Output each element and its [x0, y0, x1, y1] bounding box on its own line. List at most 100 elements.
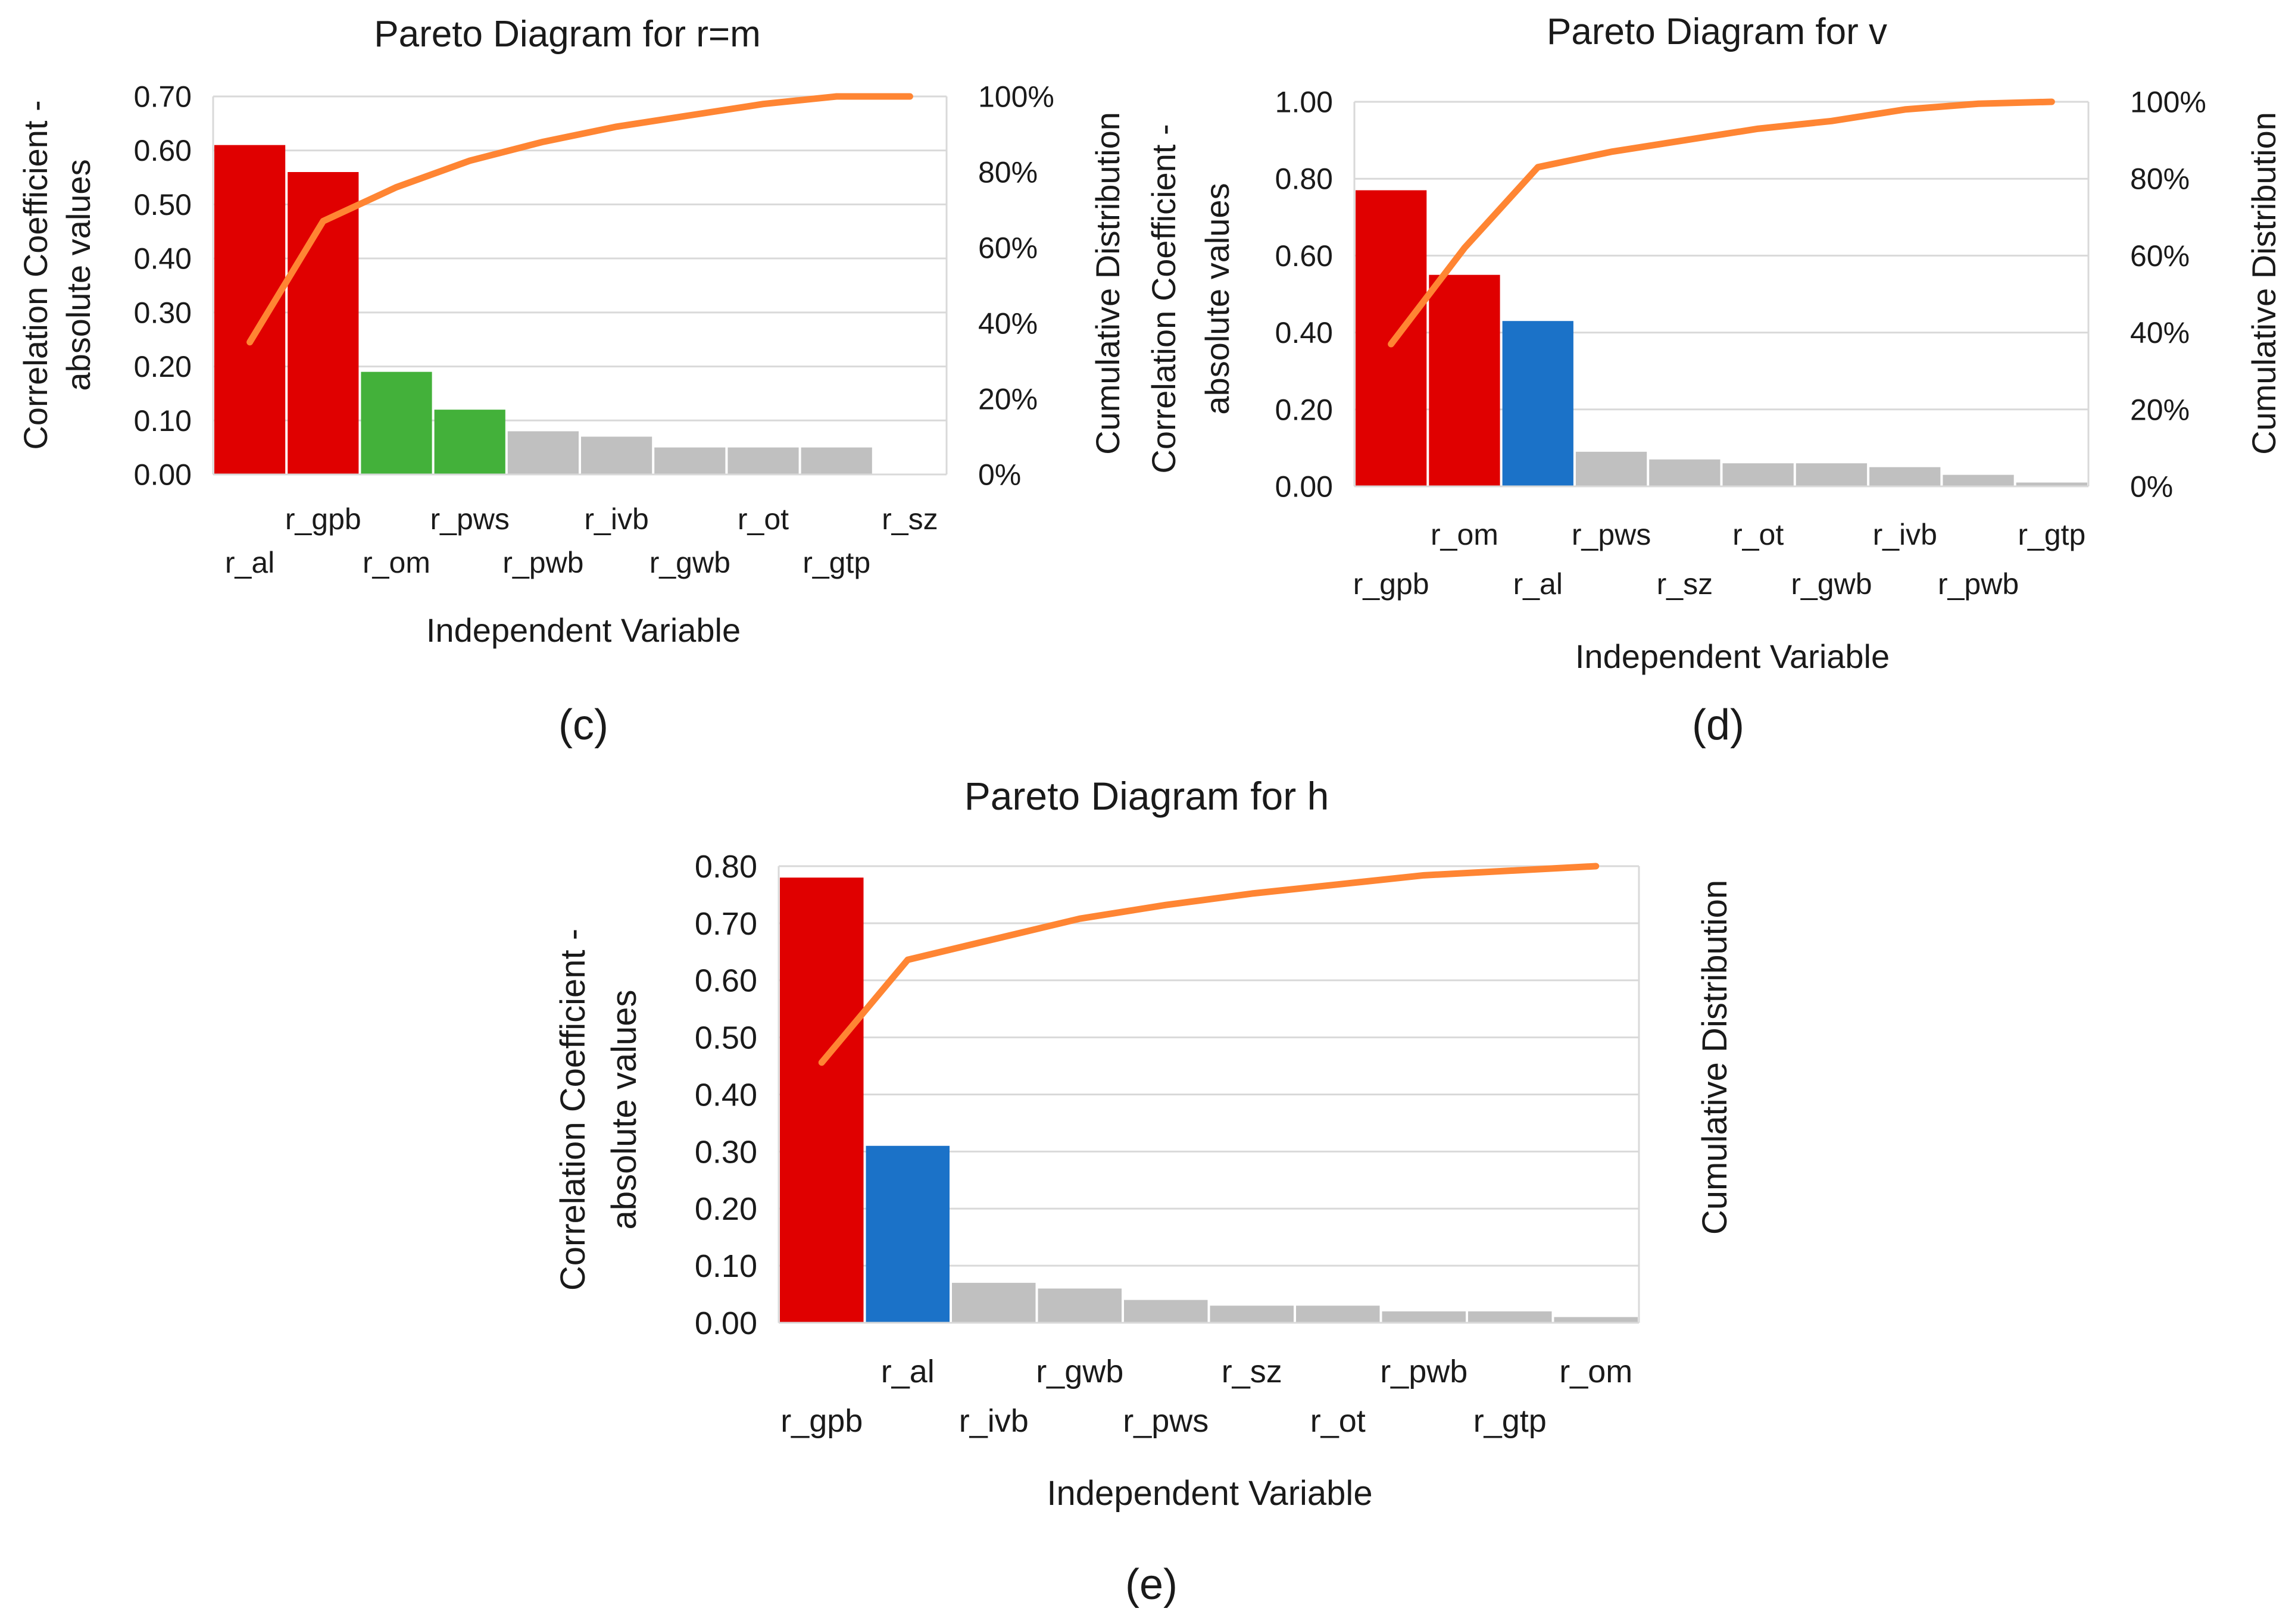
chart-c-ytick-label: 0.30 [134, 296, 192, 329]
chart-d-category-label: r_pwb [1938, 567, 2019, 601]
chart-e-ytick-label: 0.10 [695, 1248, 757, 1284]
chart-d-category-label: r_gpb [1353, 567, 1429, 601]
chart-d-title: Pareto Diagram for v [1547, 11, 1887, 52]
chart-c-bar-r_gwb [654, 447, 726, 474]
chart-e-ytick-label: 0.80 [695, 849, 757, 885]
chart-c-y2tick-label: 20% [978, 383, 1038, 416]
chart-c-ytick-label: 0.10 [134, 404, 192, 438]
chart-c-y2label: Cumulative Distribution [1089, 112, 1126, 455]
chart-e-bar-r_pws [1124, 1300, 1208, 1323]
chart-d-y2tick-label: 60% [2130, 239, 2190, 273]
chart-e: 0.00 0.10 0.20 0.30 0.40 0.50 0.60 0.70 0.80 r_gp… [554, 774, 1734, 1609]
chart-e-ylabel-line1: Correlation Coefficient - [554, 929, 592, 1291]
chart-e-category-label: r_ivb [959, 1403, 1029, 1439]
chart-d-bar-r_ivb [1869, 467, 1941, 486]
chart-e-ytick-label: 0.00 [695, 1306, 757, 1341]
chart-c-ylabel-line2: absolute values [60, 159, 97, 391]
chart-c-y2tick-label: 80% [978, 156, 1038, 189]
chart-d-category-label: r_ot [1732, 518, 1784, 551]
chart-d-y2tick-label: 0% [2130, 470, 2173, 504]
chart-d-ytick-label: 0.00 [1275, 470, 1333, 504]
chart-e-ytick-label: 0.70 [695, 906, 757, 942]
chart-d-panel-label: (d) [1692, 701, 1744, 749]
chart-c-category-label: r_gtp [803, 546, 870, 579]
chart-c-category-label: r_pwb [502, 546, 583, 579]
chart-e-category-label: r_gpb [780, 1403, 863, 1439]
chart-e-xlabel: Independent Variable [1047, 1474, 1372, 1513]
chart-e-bar-r_gwb [1038, 1288, 1122, 1323]
chart-e-category-label: r_gtp [1473, 1403, 1547, 1439]
chart-d-plot-area: 0.00 0.20 0.40 0.60 0.80 1.00 0% 20% 40% 60% 80% 10… [1275, 86, 2206, 601]
chart-e-bar-r_ivb [952, 1282, 1036, 1323]
chart-e-category-label: r_gwb [1036, 1354, 1123, 1389]
chart-d-y2tick-label: 40% [2130, 316, 2190, 349]
chart-c-category-label: r_al [225, 546, 274, 579]
chart-c-bar-r_pwb [507, 431, 579, 474]
chart-c-category-label: r_sz [882, 502, 938, 536]
chart-e-bar-r_om [1554, 1317, 1638, 1323]
chart-c-ylabel-line1: Correlation Coefficient - [17, 100, 54, 449]
chart-d-y2label: Cumulative Distribution [2245, 112, 2282, 455]
chart-c-bar-r_al [214, 145, 286, 475]
chart-d-category-label: r_pws [1572, 518, 1651, 551]
chart-e-ytick-label: 0.30 [695, 1134, 757, 1170]
chart-d-bar-r_om [1429, 274, 1500, 486]
chart-e-category-label: r_pws [1123, 1403, 1209, 1439]
chart-d-bar-r_sz [1649, 459, 1721, 486]
chart-e-title: Pareto Diagram for h [964, 774, 1329, 818]
chart-e-y2label: Cumulative Distribution [1696, 880, 1734, 1235]
chart-d-cumulative-line [1388, 98, 2055, 348]
chart-d-category-label: r_ivb [1873, 518, 1937, 551]
chart-d-bar-r_gwb [1796, 463, 1868, 486]
chart-d-category-label: r_gwb [1791, 567, 1872, 601]
chart-e-bar-r_gtp [1468, 1311, 1552, 1323]
chart-e-bar-r_al [866, 1145, 950, 1323]
chart-d-category-label: r_om [1431, 518, 1498, 551]
chart-d-y2tick-label: 80% [2130, 163, 2190, 196]
chart-c-category-label: r_gpb [285, 502, 361, 536]
chart-c-bar-r_ivb [581, 436, 652, 474]
chart-c-plot-area: 0.00 0.10 0.20 0.30 0.40 0.50 0.60 0.70 0% 20% 40%… [134, 80, 1054, 580]
chart-e-plot-area: 0.00 0.10 0.20 0.30 0.40 0.50 0.60 0.70 0.80 r_gp… [695, 849, 1640, 1439]
chart-c-bar-r_pws [434, 410, 505, 474]
chart-e-bar-r_gpb [780, 877, 864, 1323]
chart-c-category-label: r_om [363, 546, 430, 579]
chart-e-category-label: r_al [881, 1354, 935, 1389]
chart-c-y2tick-label: 60% [978, 232, 1038, 265]
chart-c-y2tick-label: 40% [978, 307, 1038, 341]
chart-c-ytick-label: 0.50 [134, 188, 192, 221]
chart-d-ytick-label: 0.80 [1275, 163, 1333, 196]
chart-d-ytick-label: 0.20 [1275, 393, 1333, 426]
chart-d-category-label: r_al [1513, 567, 1563, 601]
chart-c-cumulative-line [246, 93, 913, 346]
chart-d-bar-r_ot [1722, 463, 1794, 486]
chart-c-category-label: r_gwb [650, 546, 730, 579]
chart-c-category-label: r_ivb [584, 502, 648, 536]
chart-c-ytick-label: 0.60 [134, 134, 192, 167]
chart-d-xlabel: Independent Variable [1575, 638, 1890, 675]
chart-d-bar-r_pws [1575, 451, 1647, 486]
chart-c-category-label: r_pws [430, 502, 510, 536]
chart-e-ytick-label: 0.60 [695, 963, 757, 999]
chart-e-ytick-label: 0.50 [695, 1020, 757, 1056]
chart-d-ylabel-line1: Correlation Coefficient - [1145, 124, 1182, 473]
chart-d-bar-r_gpb [1356, 190, 1427, 486]
chart-e-ytick-label: 0.20 [695, 1191, 757, 1227]
chart-e-ytick-label: 0.40 [695, 1077, 757, 1113]
chart-c-panel-label: (c) [558, 701, 608, 749]
chart-c-bar-r_om [361, 371, 432, 474]
chart-c-y2tick-label: 100% [978, 80, 1054, 114]
chart-e-category-label: r_ot [1310, 1403, 1366, 1439]
chart-d-bar-r_pwb [1943, 474, 2014, 486]
chart-d-bar-r_gtp [2016, 482, 2087, 486]
chart-e-cumulative-line [818, 863, 1600, 1066]
chart-c: 0.00 0.10 0.20 0.30 0.40 0.50 0.60 0.70 0% 20% 40%… [17, 14, 1126, 749]
chart-e-panel-label: (e) [1125, 1561, 1178, 1609]
chart-d-ylabel-line2: absolute values [1198, 183, 1236, 414]
chart-c-xlabel: Independent Variable [426, 611, 741, 649]
chart-d-ytick-label: 0.40 [1275, 316, 1333, 349]
chart-c-ytick-label: 0.20 [134, 350, 192, 383]
chart-c-title: Pareto Diagram for r=m [374, 14, 761, 55]
